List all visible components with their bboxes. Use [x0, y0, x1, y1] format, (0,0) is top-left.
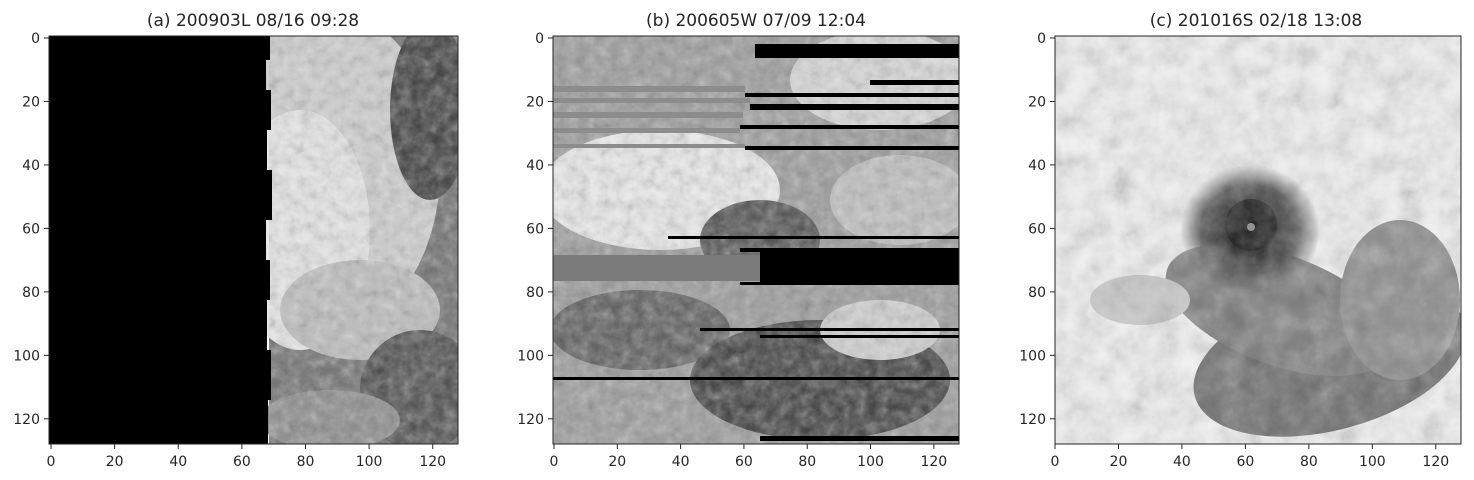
x-tick-label: 0 [1051, 454, 1060, 470]
x-tick-label: 100 [1359, 454, 1386, 470]
x-tick-label: 20 [608, 454, 626, 470]
y-tick-label: 0 [535, 31, 544, 47]
y-tick-label: 100 [1019, 348, 1046, 364]
x-tick-label: 40 [1173, 454, 1191, 470]
panel-b-axes [552, 35, 960, 445]
x-tick-label: 60 [233, 454, 251, 470]
panel-b: (b) 200605W 07/09 12:04 [517, 11, 960, 470]
x-tick-label: 20 [106, 454, 124, 470]
x-tick-label: 40 [672, 454, 690, 470]
panel-b-y-ticks: 0 20 40 60 80 100 120 [517, 31, 553, 428]
y-tick-label: 60 [1028, 221, 1046, 237]
y-tick-label: 100 [517, 348, 544, 364]
y-tick-label: 20 [22, 94, 40, 110]
panel-a-image [49, 36, 458, 444]
x-tick-label: 100 [857, 454, 884, 470]
panel-b-frame [552, 35, 960, 445]
y-tick-label: 40 [526, 158, 544, 174]
y-tick-label: 40 [22, 158, 40, 174]
y-tick-label: 120 [517, 412, 544, 428]
panel-c-axes [1054, 35, 1462, 445]
panel-a-frame [48, 35, 459, 445]
y-tick-label: 120 [13, 412, 40, 428]
y-tick-label: 0 [31, 31, 40, 47]
panel-c-frame [1054, 35, 1462, 445]
x-tick-label: 80 [297, 454, 315, 470]
y-tick-label: 120 [1019, 412, 1046, 428]
panel-c-title: (c) 201016S 02/18 13:08 [1150, 11, 1363, 31]
y-tick-label: 80 [526, 285, 544, 301]
panel-a-x-ticks: 0 20 40 60 80 100 120 [47, 444, 446, 470]
panel-a-axes [48, 35, 459, 445]
x-tick-label: 0 [550, 454, 559, 470]
panel-c-y-ticks: 0 20 40 60 80 100 120 [1019, 31, 1055, 428]
panel-b-image [553, 36, 959, 444]
x-tick-label: 60 [735, 454, 753, 470]
panel-b-x-ticks: 0 20 40 60 80 100 120 [550, 444, 947, 470]
x-tick-label: 80 [798, 454, 816, 470]
panel-c-image [1055, 36, 1461, 444]
y-tick-label: 20 [526, 94, 544, 110]
y-tick-label: 60 [22, 221, 40, 237]
panel-a-y-ticks: 0 20 40 60 80 100 120 [13, 31, 49, 428]
x-tick-label: 60 [1236, 454, 1254, 470]
x-tick-label: 20 [1110, 454, 1128, 470]
y-tick-label: 0 [1037, 31, 1046, 47]
y-tick-label: 60 [526, 221, 544, 237]
x-tick-label: 40 [169, 454, 187, 470]
panel-c-x-ticks: 0 20 40 60 80 100 120 [1051, 444, 1449, 470]
x-tick-label: 120 [419, 454, 446, 470]
panel-a-title: (a) 200903L 08/16 09:28 [147, 11, 359, 31]
x-tick-label: 120 [1422, 454, 1449, 470]
panel-a: (a) 200903L 08/16 09:28 0 20 40 60 80 100 120 … [13, 11, 459, 470]
panel-b-title: (b) 200605W 07/09 12:04 [646, 11, 866, 31]
y-tick-label: 20 [1028, 94, 1046, 110]
x-tick-label: 0 [47, 454, 56, 470]
panel-c: (c) 201016S 02/18 13:08 0 20 40 60 80 100 120 … [1019, 11, 1462, 470]
y-tick-label: 100 [13, 348, 40, 364]
y-tick-label: 80 [22, 285, 40, 301]
x-tick-label: 80 [1300, 454, 1318, 470]
y-tick-label: 40 [1028, 158, 1046, 174]
x-tick-label: 120 [920, 454, 947, 470]
x-tick-label: 100 [356, 454, 383, 470]
y-tick-label: 80 [1028, 285, 1046, 301]
